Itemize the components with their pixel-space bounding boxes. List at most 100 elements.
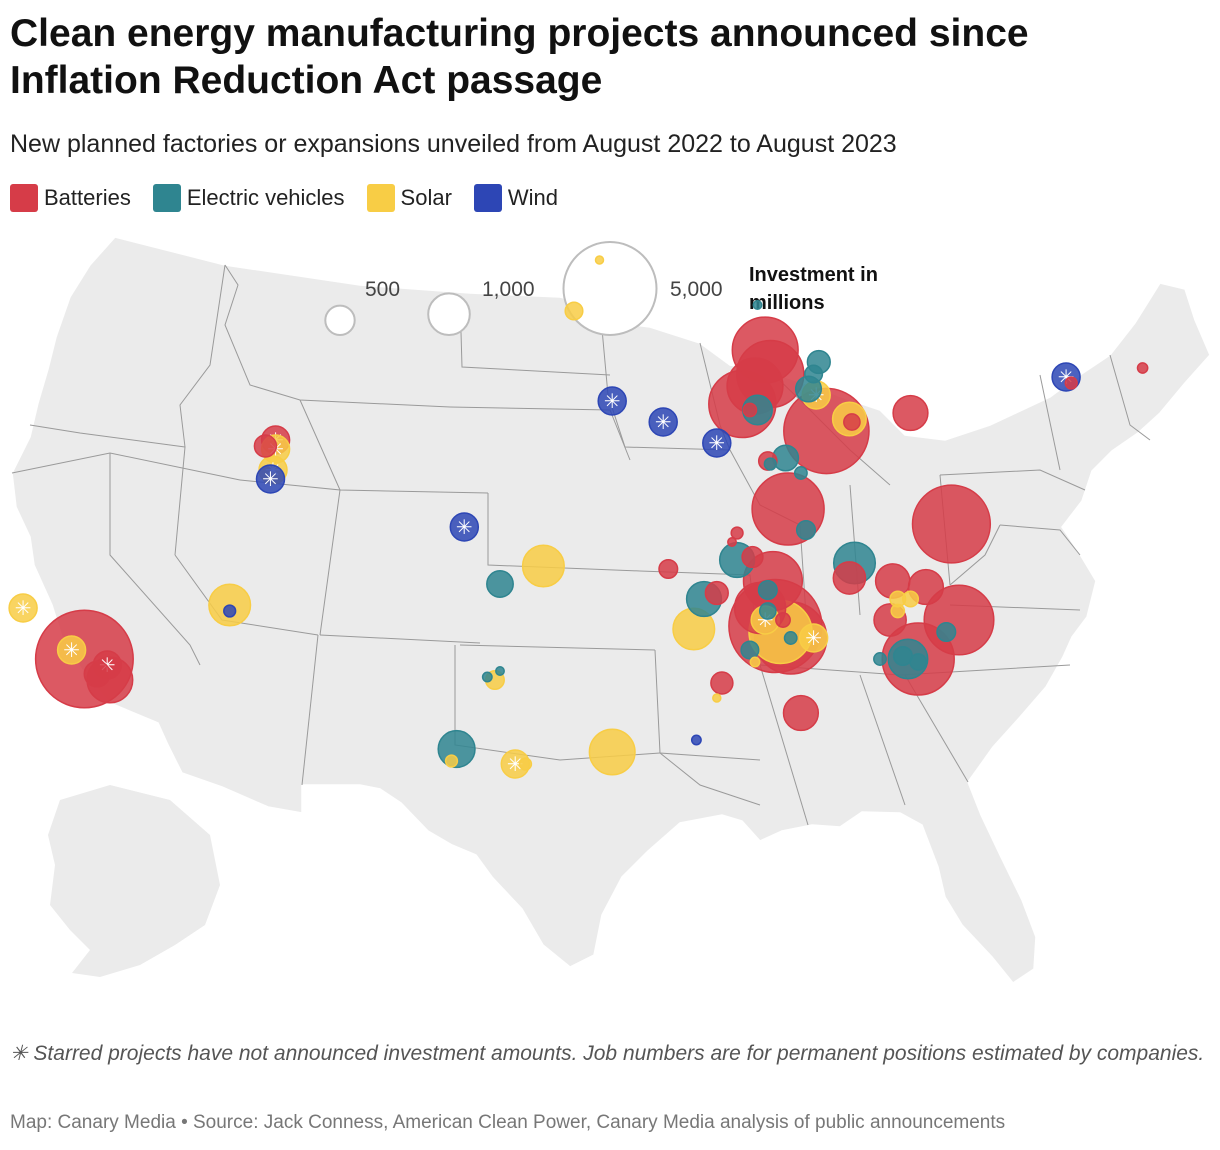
border-co-nm (319, 634, 481, 644)
star-marker: ✳ (655, 410, 672, 434)
project-bubble-wind[interactable] (648, 407, 678, 437)
project-bubble-batteries[interactable] (83, 660, 111, 688)
project-bubble-solar[interactable] (564, 301, 584, 321)
project-bubble-wind[interactable] (702, 428, 732, 458)
map-subtitle: New planned factories or expansions unve… (10, 130, 897, 158)
star-marker: ✳ (507, 752, 524, 776)
project-bubble-electric-vehicles[interactable] (486, 570, 514, 598)
project-bubble-solar[interactable] (56, 635, 87, 665)
project-bubble-batteries[interactable] (710, 671, 734, 695)
project-bubble-batteries[interactable] (832, 561, 867, 595)
project-bubble-solar[interactable] (712, 693, 722, 703)
border-tn-al-ms (759, 664, 809, 826)
project-bubble-batteries[interactable] (741, 545, 764, 569)
border-ne-ks (487, 493, 641, 572)
legend-swatch-electric-vehicles (152, 184, 181, 212)
project-bubble-electric-vehicles[interactable] (752, 300, 763, 310)
project-bubble-batteries[interactable] (727, 537, 737, 547)
contiguous-us-shape (11, 236, 1211, 985)
project-bubble-electric-vehicles[interactable] (757, 579, 778, 601)
project-bubble-batteries[interactable] (658, 558, 679, 580)
star-marker: ✳ (63, 638, 80, 662)
legend-item-batteries: Batteries (10, 184, 131, 212)
project-bubble-batteries[interactable] (782, 694, 820, 732)
star-marker: ✳ (15, 596, 32, 620)
project-bubble-batteries[interactable] (253, 434, 278, 458)
size-legend-circle (324, 304, 356, 337)
map-title: Clean energy manufacturing projects anno… (10, 12, 1029, 102)
us-land (11, 236, 1211, 985)
project-bubble-wind[interactable] (690, 734, 702, 746)
legend-item-wind: Wind (473, 184, 559, 212)
project-bubble-electric-vehicles[interactable] (936, 621, 957, 643)
project-bubble-solar[interactable] (901, 590, 920, 608)
project-bubble-wind[interactable] (449, 512, 480, 542)
alaska-shape (48, 785, 220, 977)
project-bubble-electric-vehicles[interactable] (804, 364, 824, 384)
border-md-va (999, 524, 1081, 556)
star-marker: ✳ (456, 515, 473, 539)
border-mt-wy (224, 264, 451, 408)
project-bubble-solar[interactable] (594, 255, 605, 265)
project-bubble-batteries[interactable] (742, 402, 758, 418)
project-bubble-electric-vehicles[interactable] (758, 602, 777, 620)
legend-item-solar: Solar (366, 184, 452, 212)
legend-swatch-solar (366, 184, 395, 212)
border-al-ga (859, 674, 906, 806)
project-bubble-electric-vehicles[interactable] (873, 652, 887, 666)
source-line: Map: Canary Media • Source: Jack Conness… (10, 1112, 1006, 1133)
project-bubble-batteries[interactable] (1136, 362, 1149, 374)
project-bubble-wind[interactable] (597, 386, 627, 416)
project-bubble-batteries[interactable] (730, 526, 744, 540)
project-bubble-wind[interactable] (223, 604, 237, 618)
border-wv (949, 524, 1001, 586)
size-legend-circle (427, 292, 471, 336)
project-bubble-electric-vehicles[interactable] (909, 653, 928, 671)
us-map: 500 1,000 5,000 Investment in millions ✳ ✳ ✳ ✳ ✳… (8, 236, 1211, 985)
border-wa-or (29, 424, 186, 448)
border-id-west (174, 264, 226, 556)
size-legend-circle (562, 241, 658, 336)
project-bubble-solar[interactable] (749, 656, 761, 668)
legend-swatch-wind (473, 184, 502, 212)
project-bubble-electric-vehicles[interactable] (763, 457, 777, 471)
project-bubble-electric-vehicles[interactable] (793, 466, 808, 480)
legend-label: Wind (507, 185, 559, 210)
project-bubble-wind[interactable] (255, 464, 286, 494)
star-marker: ✳ (708, 431, 725, 455)
project-bubble-electric-vehicles[interactable] (740, 640, 760, 660)
project-bubble-solar[interactable] (798, 623, 829, 653)
border-ar-la (659, 752, 761, 806)
project-bubble-batteries[interactable] (843, 413, 861, 431)
legend-item-electric-vehicles: Electric vehicles (152, 184, 345, 212)
legend-label: Electric vehicles (186, 185, 345, 210)
border-mn-ia (599, 306, 731, 451)
project-bubble-solar[interactable] (588, 728, 636, 776)
border-ca-nv (109, 453, 201, 666)
project-bubble-solar[interactable] (890, 603, 906, 619)
color-legend: Batteries Electric vehicles Solar Wind (10, 184, 580, 212)
star-marker: ✳ (604, 389, 621, 413)
project-bubble-batteries[interactable] (704, 580, 729, 606)
starred-note: ✳ Starred projects have not announced in… (10, 1042, 1205, 1065)
project-bubble-batteries[interactable] (1064, 376, 1078, 390)
size-legend-label: 1,000 (482, 278, 535, 301)
size-legend-label: 5,000 (670, 278, 723, 301)
project-bubble-solar[interactable] (8, 593, 38, 623)
size-legend: 500 1,000 5,000 Investment in millions (324, 241, 878, 337)
legend-swatch-batteries (10, 184, 38, 212)
project-bubble-batteries[interactable] (911, 484, 992, 564)
project-bubbles: ✳✳✳✳✳✳✳✳✳✳✳✳✳✳✳✳✳✳ (8, 255, 1149, 779)
project-bubble-solar[interactable] (444, 754, 459, 768)
project-bubble-electric-vehicles[interactable] (783, 631, 798, 645)
border-ks-ok (459, 644, 656, 651)
project-bubble-batteries[interactable] (892, 394, 929, 432)
project-bubble-solar[interactable] (518, 757, 533, 771)
project-bubble-batteries[interactable] (775, 612, 791, 628)
legend-label: Batteries (44, 185, 131, 210)
project-bubble-solar[interactable] (521, 544, 565, 588)
project-bubble-electric-vehicles[interactable] (795, 519, 817, 541)
project-bubble-electric-vehicles[interactable] (481, 671, 493, 683)
border-pa-ny (939, 469, 1086, 491)
project-bubble-electric-vehicles[interactable] (495, 666, 505, 676)
